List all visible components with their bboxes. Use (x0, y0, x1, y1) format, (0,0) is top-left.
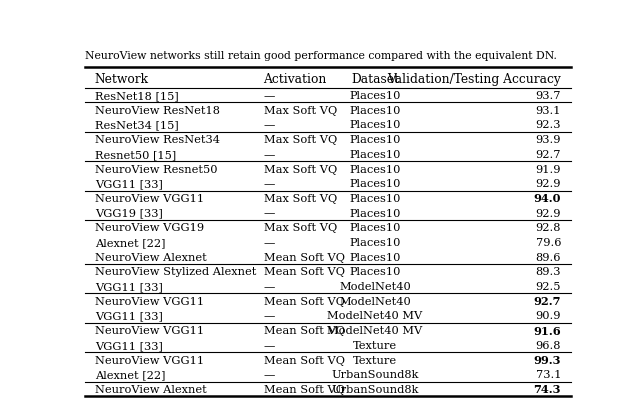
Text: NeuroView networks still retain good performance compared with the equivalent DN: NeuroView networks still retain good per… (85, 51, 557, 61)
Text: 92.5: 92.5 (536, 281, 561, 291)
Text: Texture: Texture (353, 340, 397, 350)
Text: Max Soft VQ: Max Soft VQ (264, 135, 337, 145)
Text: Mean Soft VQ: Mean Soft VQ (264, 252, 344, 262)
Text: ModelNet40: ModelNet40 (339, 281, 411, 291)
Text: 91.6: 91.6 (534, 325, 561, 336)
Text: Activation: Activation (264, 73, 327, 86)
Text: —: — (264, 149, 275, 160)
Text: 92.9: 92.9 (536, 179, 561, 189)
Text: Max Soft VQ: Max Soft VQ (264, 194, 337, 203)
Text: VGG11 [33]: VGG11 [33] (95, 311, 163, 321)
Text: —: — (264, 237, 275, 247)
Text: —: — (264, 91, 275, 101)
Text: Mean Soft VQ: Mean Soft VQ (264, 267, 344, 277)
Text: Places10: Places10 (349, 120, 401, 130)
Text: 74.3: 74.3 (534, 384, 561, 394)
Text: Places10: Places10 (349, 149, 401, 160)
Text: 93.7: 93.7 (536, 91, 561, 101)
Text: Places10: Places10 (349, 91, 401, 101)
Text: 96.8: 96.8 (536, 340, 561, 350)
Text: NeuroView Resnet50: NeuroView Resnet50 (95, 164, 218, 174)
Text: 73.1: 73.1 (536, 369, 561, 379)
Text: —: — (264, 281, 275, 291)
Text: NeuroView Alexnet: NeuroView Alexnet (95, 252, 207, 262)
Text: Mean Soft VQ: Mean Soft VQ (264, 325, 344, 335)
Text: —: — (264, 179, 275, 189)
Text: Mean Soft VQ: Mean Soft VQ (264, 296, 344, 306)
Text: Alexnet [22]: Alexnet [22] (95, 369, 165, 379)
Text: —: — (264, 369, 275, 379)
Text: UrbanSound8k: UrbanSound8k (332, 369, 419, 379)
Text: ResNet18 [15]: ResNet18 [15] (95, 91, 179, 101)
Text: NeuroView Stylized Alexnet: NeuroView Stylized Alexnet (95, 267, 256, 277)
Text: 89.6: 89.6 (536, 252, 561, 262)
Text: Places10: Places10 (349, 164, 401, 174)
Text: 92.7: 92.7 (536, 149, 561, 160)
Text: 89.3: 89.3 (536, 267, 561, 277)
Text: Places10: Places10 (349, 208, 401, 218)
Text: Max Soft VQ: Max Soft VQ (264, 223, 337, 233)
Text: 93.1: 93.1 (536, 106, 561, 115)
Text: VGG19 [33]: VGG19 [33] (95, 208, 163, 218)
Text: —: — (264, 120, 275, 130)
Text: Places10: Places10 (349, 179, 401, 189)
Text: —: — (264, 311, 275, 321)
Text: —: — (264, 340, 275, 350)
Text: ModelNet40 MV: ModelNet40 MV (328, 325, 423, 335)
Text: NeuroView VGG11: NeuroView VGG11 (95, 355, 204, 364)
Text: Places10: Places10 (349, 252, 401, 262)
Text: Mean Soft VQ: Mean Soft VQ (264, 355, 344, 364)
Text: NeuroView ResNet34: NeuroView ResNet34 (95, 135, 220, 145)
Text: Max Soft VQ: Max Soft VQ (264, 106, 337, 115)
Text: —: — (264, 208, 275, 218)
Text: NeuroView VGG19: NeuroView VGG19 (95, 223, 204, 233)
Text: Places10: Places10 (349, 267, 401, 277)
Text: 92.9: 92.9 (536, 208, 561, 218)
Text: Mean Soft VQ: Mean Soft VQ (264, 384, 344, 394)
Text: 92.3: 92.3 (536, 120, 561, 130)
Text: ResNet34 [15]: ResNet34 [15] (95, 120, 179, 130)
Text: Places10: Places10 (349, 135, 401, 145)
Text: ModelNet40 MV: ModelNet40 MV (328, 311, 423, 321)
Text: NeuroView VGG11: NeuroView VGG11 (95, 194, 204, 203)
Text: Dataset: Dataset (351, 73, 399, 86)
Text: Places10: Places10 (349, 106, 401, 115)
Text: 93.9: 93.9 (536, 135, 561, 145)
Text: 99.3: 99.3 (534, 354, 561, 365)
Text: Max Soft VQ: Max Soft VQ (264, 164, 337, 174)
Text: Places10: Places10 (349, 194, 401, 203)
Text: 92.8: 92.8 (536, 223, 561, 233)
Text: Texture: Texture (353, 355, 397, 364)
Text: VGG11 [33]: VGG11 [33] (95, 179, 163, 189)
Text: 90.9: 90.9 (536, 311, 561, 321)
Text: 91.9: 91.9 (536, 164, 561, 174)
Text: Validation/Testing Accuracy: Validation/Testing Accuracy (387, 73, 561, 86)
Text: NeuroView ResNet18: NeuroView ResNet18 (95, 106, 220, 115)
Text: VGG11 [33]: VGG11 [33] (95, 281, 163, 291)
Text: UrbanSound8k: UrbanSound8k (332, 384, 419, 394)
Text: NeuroView Alexnet: NeuroView Alexnet (95, 384, 207, 394)
Text: Network: Network (95, 73, 149, 86)
Text: ModelNet40: ModelNet40 (339, 296, 411, 306)
Text: Resnet50 [15]: Resnet50 [15] (95, 149, 176, 160)
Text: VGG11 [33]: VGG11 [33] (95, 340, 163, 350)
Text: 94.0: 94.0 (534, 193, 561, 204)
Text: Places10: Places10 (349, 237, 401, 247)
Text: Alexnet [22]: Alexnet [22] (95, 237, 165, 247)
Text: Places10: Places10 (349, 223, 401, 233)
Text: NeuroView VGG11: NeuroView VGG11 (95, 296, 204, 306)
Text: 92.7: 92.7 (534, 296, 561, 307)
Text: NeuroView VGG11: NeuroView VGG11 (95, 325, 204, 335)
Text: 79.6: 79.6 (536, 237, 561, 247)
